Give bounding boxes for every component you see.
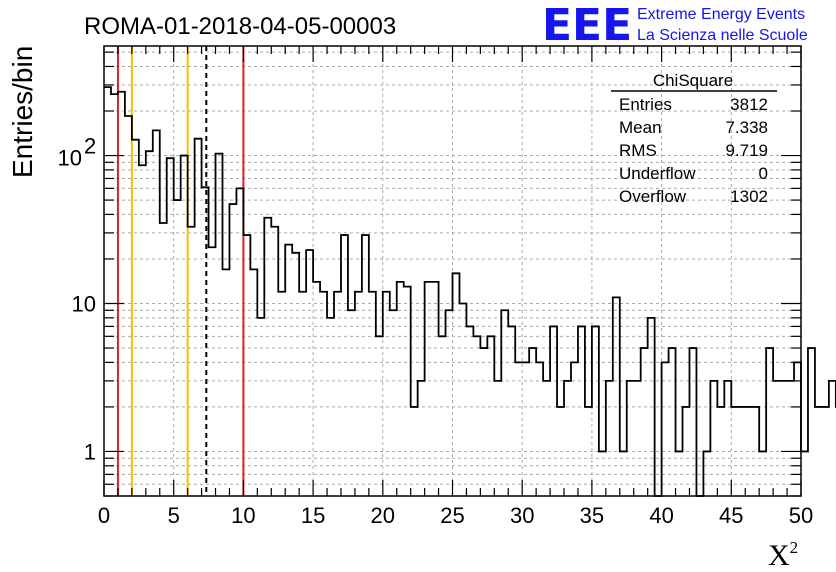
reference-lines — [116, 46, 245, 496]
y-axis-title: Entries/bin — [7, 46, 38, 178]
x-tick-label: 20 — [371, 503, 395, 528]
stats-row-label: Mean — [619, 118, 662, 137]
stats-row-value: 0 — [759, 164, 768, 183]
x-axis-title: X2 — [768, 538, 798, 572]
x-axis-title-superscript: 2 — [790, 538, 799, 557]
stats-row-value: 9.719 — [725, 141, 768, 160]
eee-logo: EEE Extreme Energy Events La Scienza nel… — [542, 0, 808, 51]
x-tick-label: 10 — [231, 503, 255, 528]
x-tick-label: 45 — [719, 503, 743, 528]
y-tick-label: 10 — [58, 146, 82, 171]
x-tick-label: 30 — [510, 503, 534, 528]
stats-row-value: 3812 — [730, 95, 768, 114]
x-tick-label: 25 — [440, 503, 464, 528]
logo-line-2: La Scienza nelle Scuole — [637, 27, 808, 44]
stats-row-label: Underflow — [619, 164, 696, 183]
grid-lines — [104, 46, 801, 497]
x-tick-label: 35 — [580, 503, 604, 528]
x-tick-label: 50 — [789, 503, 813, 528]
stats-rows: Entries 3812 Mean 7.338 RMS 9.719 Underflow 0 Ov… — [619, 95, 768, 206]
histogram-outline — [104, 86, 836, 497]
y-tick-label: 10 — [72, 292, 96, 317]
stats-row-value: 7.338 — [725, 118, 768, 137]
stats-row-label: Entries — [619, 95, 672, 114]
y-tick-label: 1 — [84, 439, 96, 464]
logo-mark: EEE — [542, 0, 632, 51]
stats-row-label: Overflow — [619, 187, 687, 206]
x-tick-label: 5 — [168, 503, 180, 528]
x-tick-label: 15 — [301, 503, 325, 528]
x-tick-label: 0 — [98, 503, 110, 528]
chart-title: ROMA-01-2018-04-05-00003 — [84, 13, 396, 40]
histogram-bars — [104, 86, 836, 497]
y-tick-label-exponent: 2 — [84, 134, 96, 159]
stats-row-value: 1302 — [730, 187, 768, 206]
x-tick-label: 40 — [649, 503, 673, 528]
stats-box: ChiSquare Entries 3812 Mean 7.338 RMS 9.719 Un… — [611, 71, 777, 206]
stats-row-label: RMS — [619, 141, 657, 160]
logo-line-1: Extreme Energy Events — [637, 6, 805, 23]
stats-title: ChiSquare — [653, 71, 733, 90]
